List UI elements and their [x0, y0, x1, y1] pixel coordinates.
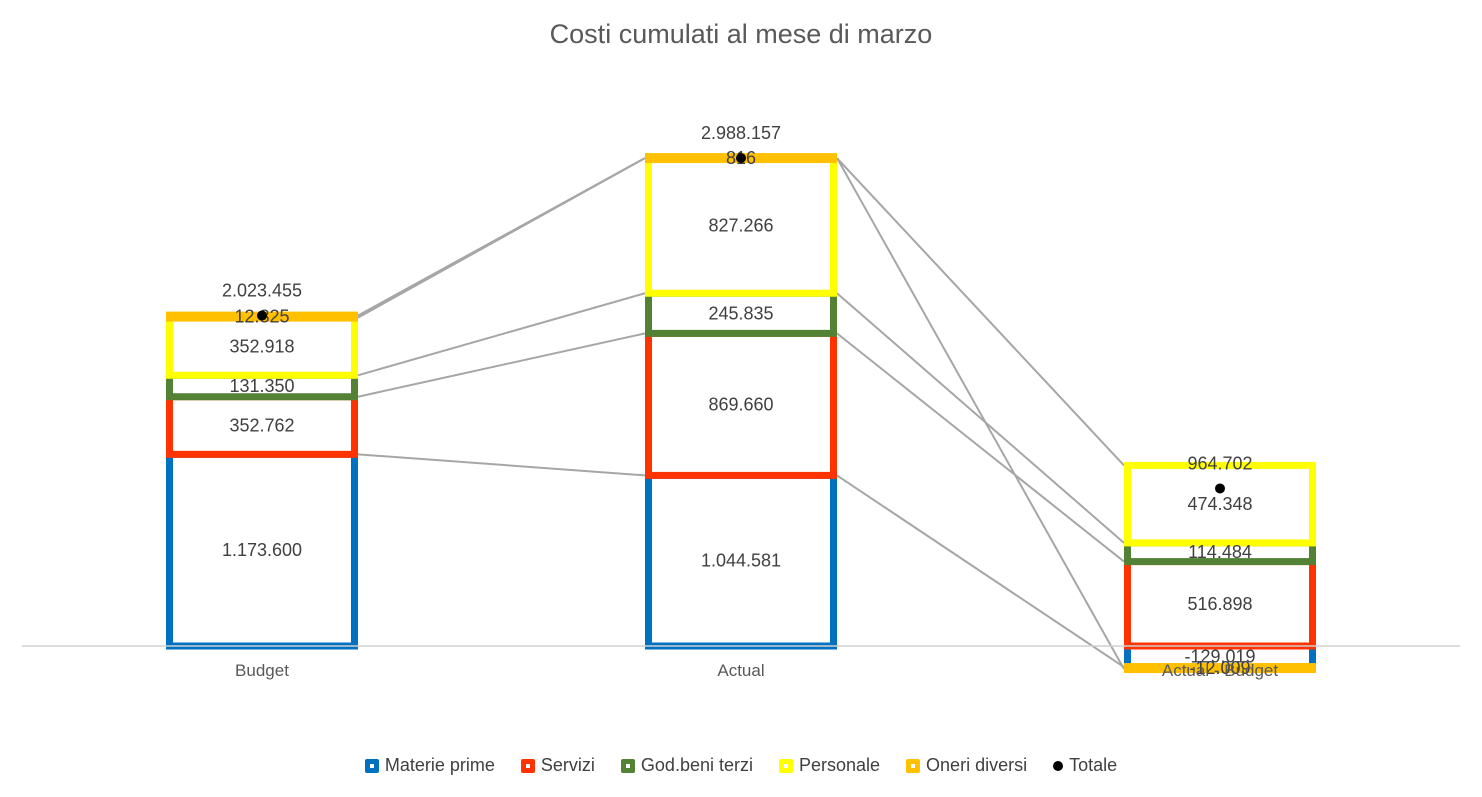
- legend-item-materie-prime: Materie prime: [364, 755, 495, 776]
- data-label: 114.484: [1188, 542, 1252, 562]
- legend-swatch: [778, 758, 793, 773]
- legend-item-personale: Personale: [778, 755, 881, 776]
- legend-label: Oneri diversi: [926, 755, 1028, 775]
- chart-title: Costi cumulati al mese di marzo: [550, 19, 933, 49]
- data-labels: 1.173.600352.762131.350352.91812.8252.02…: [222, 123, 1256, 678]
- data-label: 474.348: [1187, 494, 1252, 514]
- legend-swatch: [364, 758, 379, 773]
- data-label: 352.762: [229, 416, 294, 436]
- chart: Costi cumulati al mese di marzo 1.173.60…: [22, 19, 1460, 680]
- bar-segment: [166, 314, 358, 379]
- series-line: [357, 157, 646, 317]
- bar-segment: [645, 329, 837, 479]
- series-line: [357, 332, 646, 398]
- data-label: 1.044.581: [701, 551, 781, 571]
- legend-label: Personale: [798, 755, 881, 775]
- data-label: 131.350: [229, 376, 294, 396]
- category-label: Budget: [235, 661, 289, 680]
- total-label: 964.702: [1187, 453, 1252, 473]
- legend-dot-icon: [1053, 760, 1064, 771]
- category-label: Actual - Budget: [1162, 661, 1279, 680]
- legend: Materie prime Servizi God.beni terzi Per…: [0, 755, 1482, 776]
- series-line: [357, 292, 646, 377]
- category-label: Actual: [717, 661, 764, 680]
- legend-item-oneri-diversi: Oneri diversi: [906, 755, 1027, 776]
- data-label: -129.019: [1184, 647, 1255, 667]
- data-label: -12.009: [1189, 658, 1250, 678]
- total-dot: [736, 153, 746, 163]
- data-label: 245.835: [708, 303, 773, 323]
- legend-label: Servizi: [540, 755, 595, 775]
- bar-segment: [645, 471, 837, 650]
- legend-label: God.beni terzi: [640, 755, 753, 775]
- data-label: 352.918: [229, 336, 294, 356]
- data-label: 516.898: [1187, 594, 1252, 614]
- legend-swatch: [520, 758, 535, 773]
- total-label: 2.988.157: [701, 123, 781, 143]
- legend-swatch: [906, 758, 921, 773]
- total-dot: [1215, 483, 1225, 494]
- data-label: 827.266: [708, 216, 773, 236]
- legend-item-totale: Totale: [1053, 755, 1117, 776]
- bars: [166, 153, 1316, 674]
- legend-label: Totale: [1069, 755, 1118, 775]
- series-line: [836, 157, 1125, 670]
- legend-item-god-beni-terzi: God.beni terzi: [620, 755, 753, 776]
- legend-item-servizi: Servizi: [520, 755, 595, 776]
- series-line: [836, 292, 1125, 544]
- series-line: [836, 474, 1125, 668]
- series-line: [836, 332, 1125, 563]
- legend-swatch: [620, 758, 635, 773]
- bar-segment: [645, 289, 837, 337]
- series-lines: [357, 157, 1125, 670]
- total-label: 2.023.455: [222, 281, 302, 301]
- category-labels: Budget Actual Actual - Budget: [235, 661, 1278, 680]
- data-label: 869.660: [708, 394, 773, 414]
- bar-segment: [1124, 461, 1316, 547]
- series-line: [357, 453, 646, 477]
- total-dot: [257, 310, 267, 321]
- legend-label: Materie prime: [384, 755, 495, 775]
- series-line: [836, 157, 1125, 467]
- data-label: 1.173.600: [222, 540, 302, 560]
- bar-segment: [1124, 663, 1316, 674]
